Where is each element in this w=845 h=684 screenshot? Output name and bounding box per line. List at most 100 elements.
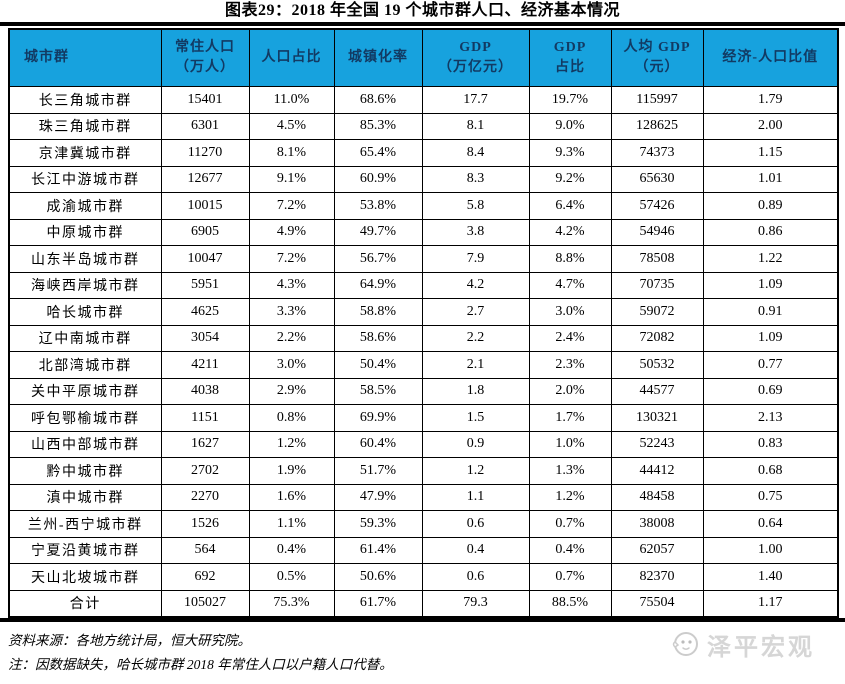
population-share-cell: 1.1% xyxy=(248,510,335,538)
urbanization-cell: 64.9% xyxy=(333,271,423,299)
ratio-cell: 0.77 xyxy=(702,351,839,379)
urbanization-cell: 51.7% xyxy=(333,457,423,485)
population-cell: 564 xyxy=(160,536,250,564)
ratio-cell: 1.79 xyxy=(702,86,839,114)
city-name-cell: 天山北坡城市群 xyxy=(8,563,162,591)
ratio-cell: 1.09 xyxy=(702,324,839,352)
table-row: 辽中南城市群 3054 2.2% 58.6% 2.2 2.4% 72082 1.… xyxy=(8,324,839,352)
city-name-cell: 关中平原城市群 xyxy=(8,377,162,405)
gdp-cell: 7.9 xyxy=(421,245,530,273)
table-row: 成渝城市群 10015 7.2% 53.8% 5.8 6.4% 57426 0.… xyxy=(8,192,839,220)
gdp-per-capita-cell: 128625 xyxy=(610,112,704,140)
population-cell: 10015 xyxy=(160,192,250,220)
city-name-cell: 成渝城市群 xyxy=(8,192,162,220)
gdp-per-capita-cell: 65630 xyxy=(610,165,704,193)
urbanization-cell: 50.6% xyxy=(333,563,423,591)
gdp-cell: 8.3 xyxy=(421,165,530,193)
total-population-cell: 105027 xyxy=(160,589,250,618)
gdp-share-cell: 1.7% xyxy=(528,404,612,432)
gdp-per-capita-cell: 70735 xyxy=(610,271,704,299)
city-name-cell: 山东半岛城市群 xyxy=(8,245,162,273)
total-label-cell: 合计 xyxy=(8,589,162,618)
population-share-cell: 4.9% xyxy=(248,218,335,246)
population-share-cell: 0.8% xyxy=(248,404,335,432)
city-name-cell: 山西中部城市群 xyxy=(8,430,162,458)
table-row: 山西中部城市群 1627 1.2% 60.4% 0.9 1.0% 52243 0… xyxy=(8,430,839,458)
table-row: 长三角城市群 15401 11.0% 68.6% 17.7 19.7% 1159… xyxy=(8,86,839,114)
city-name-cell: 京津冀城市群 xyxy=(8,139,162,167)
city-cluster-table: 城市群 常住人口 （万人） 人口占比 城镇化率 GDP （万亿元） GDP 占比 人均… xyxy=(8,28,839,618)
population-share-cell: 8.1% xyxy=(248,139,335,167)
gdp-cell: 1.8 xyxy=(421,377,530,405)
gdp-cell: 3.8 xyxy=(421,218,530,246)
population-cell: 10047 xyxy=(160,245,250,273)
urbanization-cell: 50.4% xyxy=(333,351,423,379)
gdp-cell: 2.1 xyxy=(421,351,530,379)
ratio-cell: 1.22 xyxy=(702,245,839,273)
gdp-cell: 2.2 xyxy=(421,324,530,352)
total-population-share-cell: 75.3% xyxy=(248,589,335,618)
population-cell: 5951 xyxy=(160,271,250,299)
total-gdp-cell: 79.3 xyxy=(421,589,530,618)
urbanization-cell: 61.4% xyxy=(333,536,423,564)
urbanization-cell: 58.5% xyxy=(333,377,423,405)
population-cell: 4625 xyxy=(160,298,250,326)
population-share-cell: 0.5% xyxy=(248,563,335,591)
gdp-per-capita-cell: 44412 xyxy=(610,457,704,485)
col-header-urbanization-rate: 城镇化率 xyxy=(333,28,423,87)
ratio-cell: 2.13 xyxy=(702,404,839,432)
gdp-per-capita-cell: 62057 xyxy=(610,536,704,564)
gdp-cell: 0.6 xyxy=(421,510,530,538)
ratio-cell: 0.75 xyxy=(702,483,839,511)
population-cell: 692 xyxy=(160,563,250,591)
gdp-per-capita-cell: 82370 xyxy=(610,563,704,591)
gdp-share-cell: 9.3% xyxy=(528,139,612,167)
col-header-population-share: 人口占比 xyxy=(248,28,335,87)
gdp-cell: 1.2 xyxy=(421,457,530,485)
gdp-share-cell: 0.7% xyxy=(528,563,612,591)
gdp-share-cell: 1.3% xyxy=(528,457,612,485)
gdp-share-cell: 2.4% xyxy=(528,324,612,352)
population-share-cell: 2.9% xyxy=(248,377,335,405)
gdp-per-capita-cell: 52243 xyxy=(610,430,704,458)
population-share-cell: 3.0% xyxy=(248,351,335,379)
gdp-per-capita-cell: 74373 xyxy=(610,139,704,167)
col-header-gdp-share: GDP 占比 xyxy=(528,28,612,87)
population-share-cell: 7.2% xyxy=(248,245,335,273)
urbanization-cell: 59.3% xyxy=(333,510,423,538)
gdp-cell: 17.7 xyxy=(421,86,530,114)
population-share-cell: 1.9% xyxy=(248,457,335,485)
ratio-cell: 1.40 xyxy=(702,563,839,591)
population-cell: 4211 xyxy=(160,351,250,379)
city-name-cell: 海峡西岸城市群 xyxy=(8,271,162,299)
city-name-cell: 北部湾城市群 xyxy=(8,351,162,379)
urbanization-cell: 58.6% xyxy=(333,324,423,352)
gdp-share-cell: 4.2% xyxy=(528,218,612,246)
gdp-share-cell: 1.0% xyxy=(528,430,612,458)
table-row: 天山北坡城市群 692 0.5% 50.6% 0.6 0.7% 82370 1.… xyxy=(8,563,839,591)
urbanization-cell: 65.4% xyxy=(333,139,423,167)
ratio-cell: 1.15 xyxy=(702,139,839,167)
bottom-rule xyxy=(0,618,845,622)
table-footer: 合计 105027 75.3% 61.7% 79.3 88.5% 75504 1… xyxy=(8,589,839,618)
total-gdp-share-cell: 88.5% xyxy=(528,589,612,618)
gdp-share-cell: 3.0% xyxy=(528,298,612,326)
col-header-gdp: GDP （万亿元） xyxy=(421,28,530,87)
gdp-share-cell: 9.0% xyxy=(528,112,612,140)
population-cell: 1627 xyxy=(160,430,250,458)
city-name-cell: 中原城市群 xyxy=(8,218,162,246)
population-cell: 4038 xyxy=(160,377,250,405)
data-note: 注：因数据缺失，哈长城市群 2018 年常住人口以户籍人口代替。 xyxy=(8,657,393,672)
table-row: 哈长城市群 4625 3.3% 58.8% 2.7 3.0% 59072 0.9… xyxy=(8,298,839,326)
city-name-cell: 宁夏沿黄城市群 xyxy=(8,536,162,564)
table-row: 中原城市群 6905 4.9% 49.7% 3.8 4.2% 54946 0.8… xyxy=(8,218,839,246)
city-name-cell: 呼包鄂榆城市群 xyxy=(8,404,162,432)
urbanization-cell: 60.9% xyxy=(333,165,423,193)
urbanization-cell: 69.9% xyxy=(333,404,423,432)
population-share-cell: 7.2% xyxy=(248,192,335,220)
urbanization-cell: 58.8% xyxy=(333,298,423,326)
gdp-per-capita-cell: 78508 xyxy=(610,245,704,273)
gdp-per-capita-cell: 57426 xyxy=(610,192,704,220)
gdp-cell: 8.4 xyxy=(421,139,530,167)
population-cell: 12677 xyxy=(160,165,250,193)
